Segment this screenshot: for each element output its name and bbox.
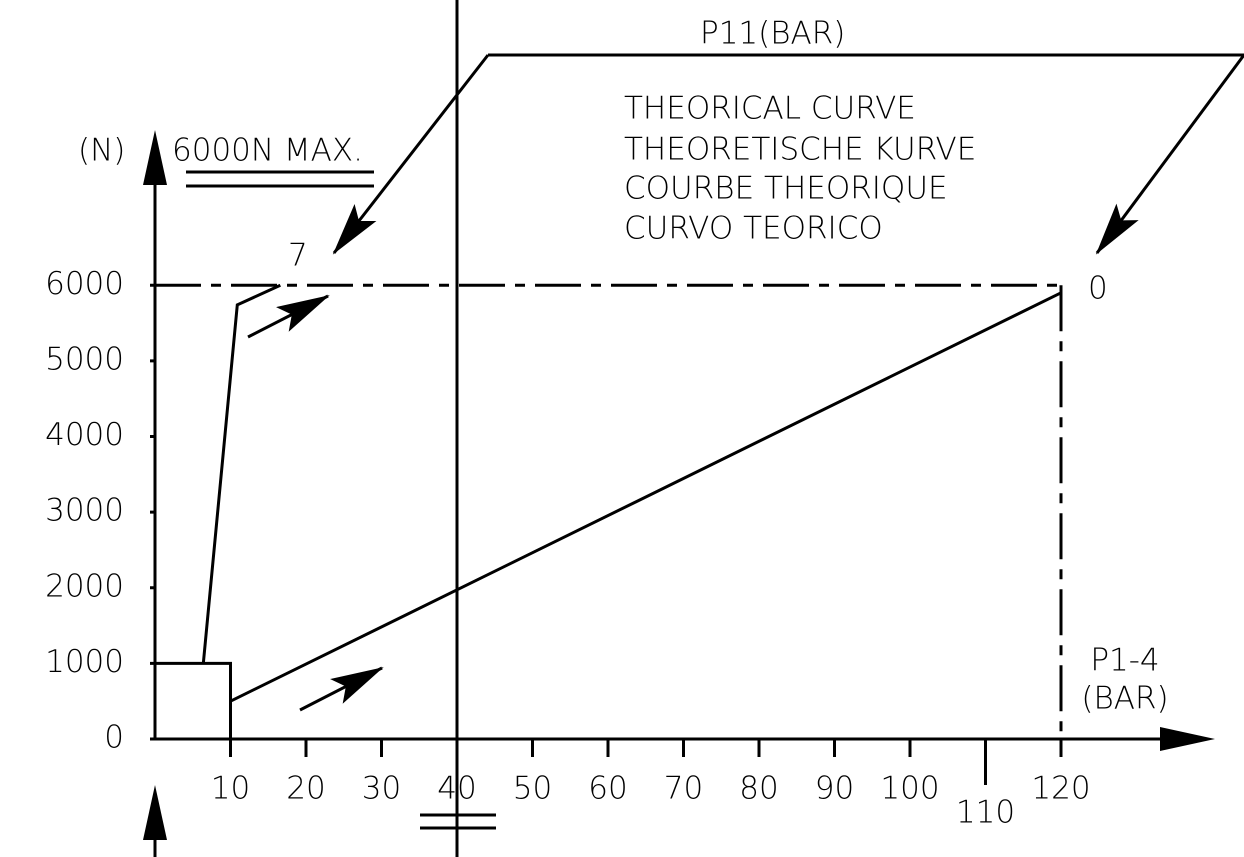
x-tick-label: 100: [880, 771, 939, 807]
x-tick-label: 110: [956, 795, 1015, 831]
direction-arrow: [247, 294, 330, 339]
x-tick-label: 80: [739, 771, 778, 807]
x-label: P1-4: [1090, 643, 1159, 679]
top-label: P11(BAR): [700, 16, 845, 52]
legend-text: THEORICAL CURVE: [624, 91, 916, 127]
x-tick-label: 50: [513, 771, 552, 807]
annotation: 7: [288, 238, 308, 274]
legend-text: CURVO TEORICO: [624, 211, 883, 247]
y-note: 6000N MAX.: [172, 133, 363, 169]
annotation: 0: [1088, 271, 1108, 307]
y-label: (N): [78, 133, 125, 169]
direction-arrow: [299, 666, 384, 712]
y-tick-label: 2000: [45, 568, 124, 604]
y-tick-label: 6000: [45, 266, 124, 302]
x-tick-label: 30: [362, 771, 401, 807]
curve: [201, 283, 281, 664]
x-tick-label: 20: [286, 771, 325, 807]
x-arrow: [1160, 727, 1215, 751]
legend-text: THEORETISCHE KURVE: [624, 132, 976, 168]
x-tick-label: 90: [815, 771, 854, 807]
leader-arrow: [1095, 54, 1244, 255]
y-tick-label: 1000: [45, 644, 124, 680]
x-tick-label: 60: [588, 771, 627, 807]
curve: [229, 291, 1062, 703]
leader-arrow: [332, 54, 490, 255]
y-tick-label: 4000: [45, 417, 124, 453]
y-tick-label: 3000: [45, 493, 124, 529]
legend-text: COURBE THEORIQUE: [624, 171, 948, 207]
x-tick-label: 120: [1031, 771, 1090, 807]
x-label: (BAR): [1081, 681, 1168, 717]
y-tick-label: 0: [104, 720, 124, 756]
y-tick-label: 5000: [45, 341, 124, 377]
curve: [155, 661, 232, 739]
x-tick-label: 70: [664, 771, 703, 807]
x-tick-label: 10: [211, 771, 250, 807]
bottom-arrow: [143, 785, 167, 840]
y-arrow: [143, 130, 167, 185]
